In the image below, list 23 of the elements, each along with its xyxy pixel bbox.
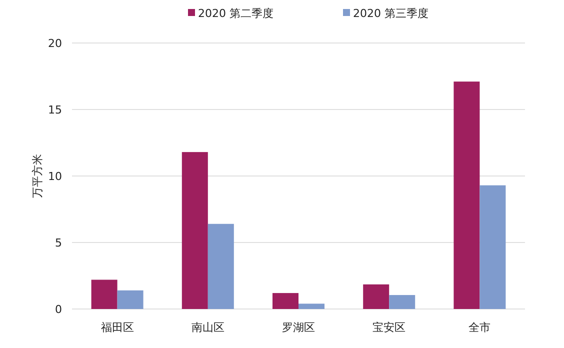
bar <box>480 185 506 309</box>
x-tick-label: 福田区 <box>100 321 134 334</box>
legend-label: 2020 第二季度 <box>198 7 274 20</box>
legend-label: 2020 第三季度 <box>353 7 428 20</box>
x-tick-label: 全市 <box>468 321 491 334</box>
x-tick-label: 宝安区 <box>372 321 406 334</box>
y-axis-title: 万平方米 <box>31 154 44 198</box>
y-tick-label: 5 <box>55 236 62 250</box>
y-tick-label: 10 <box>48 170 62 183</box>
bar <box>389 295 416 309</box>
y-tick-label: 20 <box>48 37 62 50</box>
bar <box>298 304 324 309</box>
bar <box>91 280 118 309</box>
y-tick-label: 0 <box>55 303 62 316</box>
bar <box>363 284 390 309</box>
bar <box>208 224 234 309</box>
bar <box>182 152 208 309</box>
bar <box>117 290 144 309</box>
x-tick-label: 南山区 <box>191 321 224 334</box>
y-tick-label: 15 <box>48 104 62 116</box>
bar <box>454 82 480 309</box>
x-tick-label: 罗湖区 <box>282 321 315 334</box>
bar <box>272 293 298 309</box>
